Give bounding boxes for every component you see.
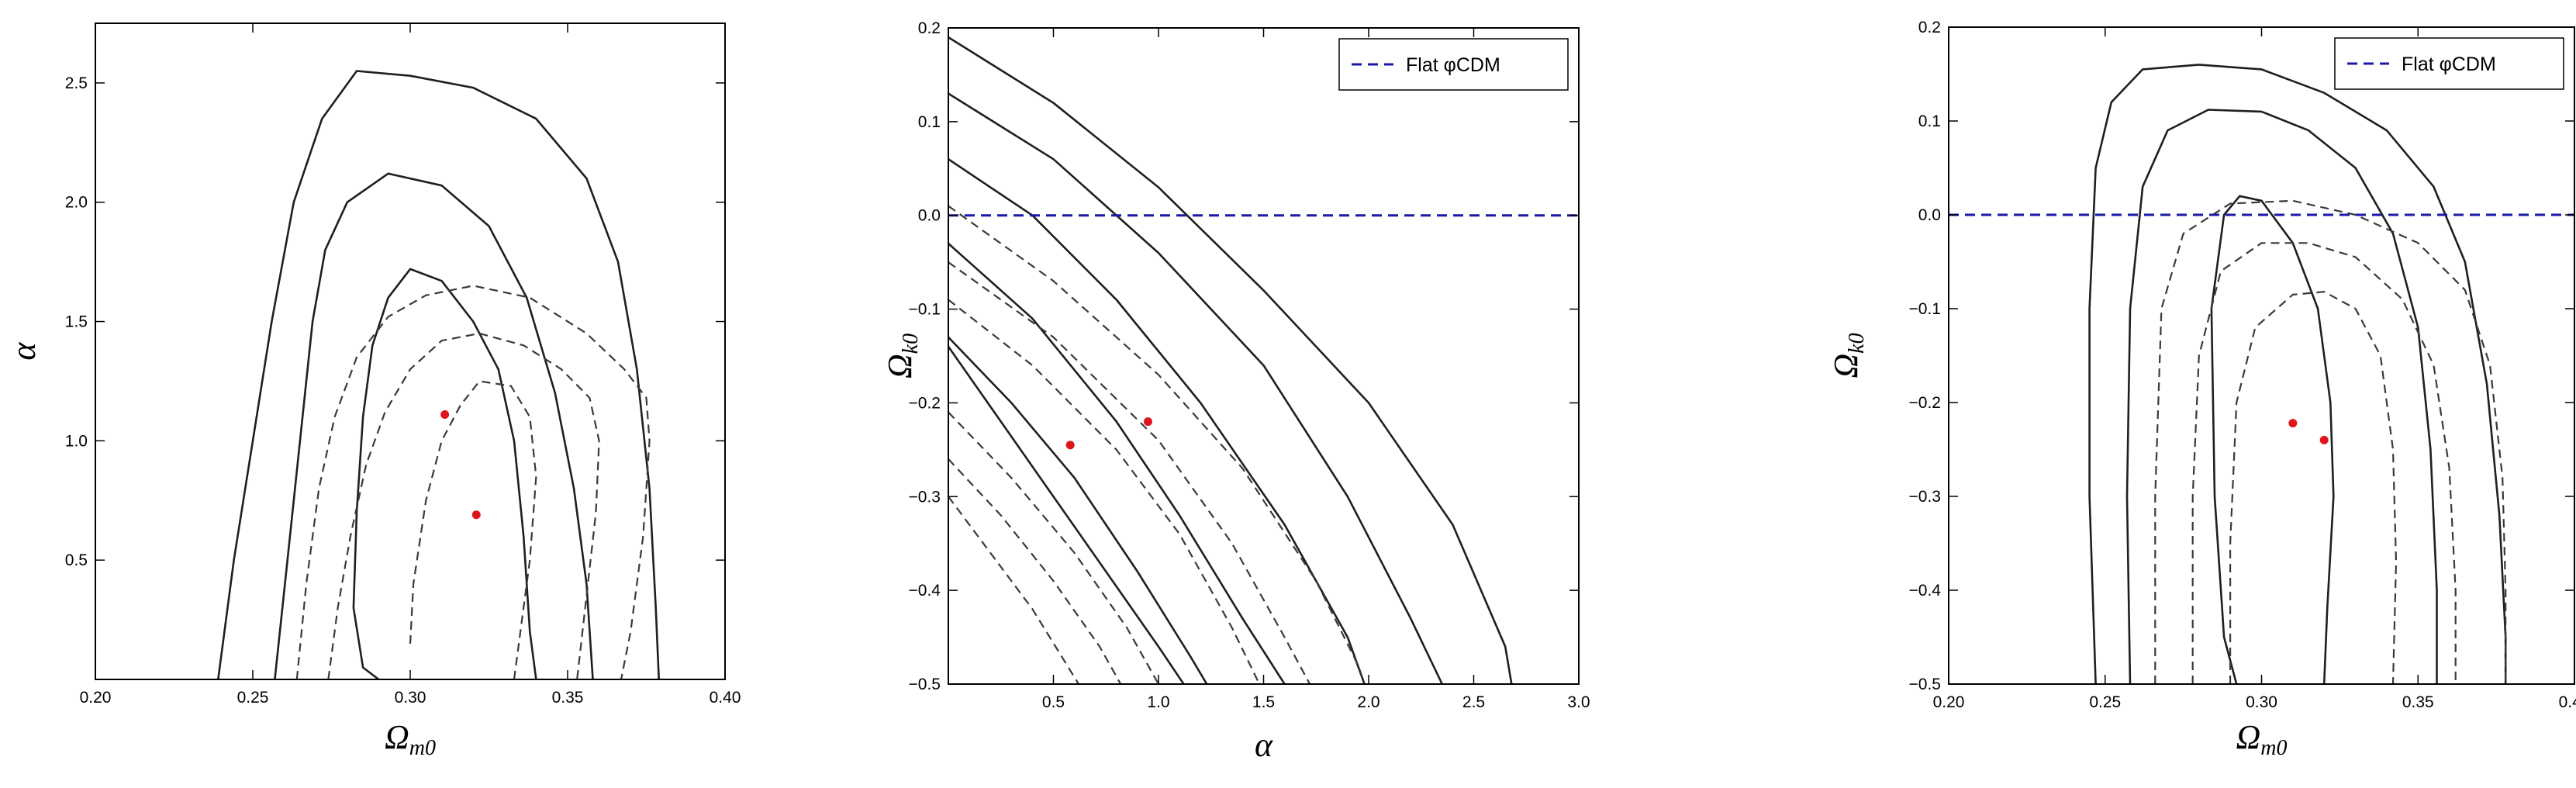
y-tick-label-5: −0.3 bbox=[909, 488, 941, 506]
x-tick-label-1: 0.25 bbox=[237, 689, 269, 707]
solid-contour-0 bbox=[948, 36, 1513, 684]
dashed-contour-6 bbox=[948, 205, 1366, 684]
dashed-contour-8 bbox=[948, 299, 1261, 684]
x-axis-label: Ωm0 bbox=[2236, 718, 2287, 760]
best-fit-point-0 bbox=[1065, 441, 1075, 450]
y-tick-label-5: −0.3 bbox=[1909, 488, 1941, 506]
solid-contour-2 bbox=[352, 268, 537, 679]
x-tick-label-1: 1.0 bbox=[1147, 693, 1169, 711]
x-tick-label-4: 0.40 bbox=[710, 689, 741, 707]
y-tick-label-3: −0.1 bbox=[1909, 300, 1941, 318]
y-tick-label-0: 0.2 bbox=[918, 19, 941, 37]
y-axis-label-symbol: α bbox=[5, 342, 43, 361]
dashed-contour-4 bbox=[2191, 242, 2457, 684]
best-fit-point-1 bbox=[471, 510, 481, 520]
y-tick-label-0: 0.5 bbox=[65, 551, 88, 569]
y-tick-label-2: 1.5 bbox=[65, 313, 88, 331]
x-axis-label: α bbox=[1255, 726, 1273, 764]
plot-frame bbox=[95, 22, 726, 680]
y-tick-label-0: 0.2 bbox=[1918, 19, 1941, 36]
y-tick-label-6: −0.4 bbox=[1909, 582, 1942, 600]
best-fit-point-1 bbox=[1143, 417, 1152, 427]
x-axis-label-subscript: m0 bbox=[2260, 736, 2287, 760]
y-tick-label-6: −0.4 bbox=[909, 582, 941, 600]
y-tick-label-2: 0.0 bbox=[918, 207, 941, 225]
y-tick-label-7: −0.5 bbox=[1909, 676, 1941, 693]
x-tick-label-2: 0.30 bbox=[395, 689, 426, 707]
solid-contour-1 bbox=[2125, 109, 2438, 684]
y-tick-label-4: −0.2 bbox=[909, 394, 941, 412]
y-axis-label-subscript: k0 bbox=[899, 334, 923, 354]
y-tick-label-3: 2.0 bbox=[65, 194, 88, 212]
legend-label: Flat φCDM bbox=[1406, 54, 1500, 76]
solid-contour-1 bbox=[948, 92, 1443, 684]
x-tick-label-4: 0.40 bbox=[2559, 693, 2576, 711]
best-fit-point-0 bbox=[2288, 419, 2298, 428]
contour-group bbox=[1949, 64, 2574, 684]
x-tick-label-0: 0.20 bbox=[80, 689, 112, 707]
dashed-contour-3 bbox=[2154, 199, 2507, 684]
solid-contour-1 bbox=[274, 172, 594, 679]
y-tick-label-7: −0.5 bbox=[909, 676, 941, 693]
solid-contour-3 bbox=[948, 243, 1286, 684]
y-axis-label-symbol: Ω bbox=[881, 354, 919, 378]
solid-contour-2 bbox=[2210, 195, 2335, 684]
x-axis-label-symbol: α bbox=[1255, 726, 1273, 764]
panel-omega-m0-vs-omega-k0: 0.20 0.25 0.30 0.35 0.40 0.2 0.1 0.0 −0.1 −0.2 −0.… bbox=[1827, 19, 2576, 760]
y-axis-label-symbol: Ω bbox=[1827, 354, 1865, 378]
dashed-contour-3 bbox=[295, 285, 651, 679]
x-tick-label-3: 0.35 bbox=[2402, 693, 2434, 711]
legend: Flat φCDM bbox=[2334, 37, 2564, 90]
best-fit-point-1 bbox=[2319, 435, 2329, 444]
dashed-contour-11 bbox=[948, 496, 1079, 684]
dashed-contour-5 bbox=[2229, 291, 2398, 684]
dashed-contour-7 bbox=[948, 261, 1311, 684]
panel-omega-m0-vs-alpha: 0.20 0.25 0.30 0.35 0.40 0.5 1.0 1.5 2.0 2.5 Ωm0 α bbox=[5, 22, 741, 760]
dashed-contour-4 bbox=[327, 332, 600, 679]
contour-group bbox=[948, 36, 1579, 684]
y-tick-label-1: 0.1 bbox=[1918, 112, 1941, 130]
y-tick-label-4: 2.5 bbox=[65, 74, 88, 92]
dashed-contour-9 bbox=[948, 411, 1159, 684]
legend: Flat φCDM bbox=[1338, 38, 1569, 91]
x-tick-label-0: 0.20 bbox=[1933, 693, 1965, 711]
y-tick-label-1: 0.1 bbox=[918, 113, 941, 131]
y-tick-label-1: 1.0 bbox=[65, 432, 88, 450]
x-tick-label-5: 3.0 bbox=[1567, 693, 1590, 711]
x-tick-label-3: 0.35 bbox=[552, 689, 584, 707]
y-tick-label-4: −0.2 bbox=[1909, 394, 1941, 412]
dashed-contour-5 bbox=[409, 380, 537, 679]
x-tick-label-0: 0.5 bbox=[1042, 693, 1065, 711]
solid-contour-0 bbox=[217, 70, 660, 679]
y-axis-label: Ωk0 bbox=[1827, 333, 1869, 378]
x-axis-label-symbol: Ω bbox=[385, 718, 409, 756]
y-tick-label-2: 0.0 bbox=[1918, 206, 1941, 224]
x-tick-label-2: 1.5 bbox=[1252, 693, 1275, 711]
y-axis-label: α bbox=[5, 342, 43, 361]
x-axis-label: Ωm0 bbox=[385, 718, 436, 760]
legend-label: Flat φCDM bbox=[2402, 54, 2496, 75]
contour-group bbox=[217, 70, 660, 679]
dashed-contour-10 bbox=[948, 458, 1122, 684]
y-axis-label-subscript: k0 bbox=[1845, 333, 1869, 353]
panel-alpha-vs-omega-k0: 0.5 1.0 1.5 2.0 2.5 3.0 0.2 0.1 0.0 −0.1 −0.2 −0.3 −… bbox=[881, 19, 1590, 764]
solid-contour-2 bbox=[948, 158, 1366, 684]
solid-contour-5 bbox=[948, 346, 1185, 684]
x-axis-label-symbol: Ω bbox=[2236, 718, 2260, 756]
plot-frame bbox=[1948, 26, 2575, 685]
best-fit-point-0 bbox=[440, 410, 450, 420]
plot-frame bbox=[948, 27, 1580, 685]
x-tick-label-1: 0.25 bbox=[2089, 693, 2121, 711]
y-tick-label-3: −0.1 bbox=[909, 301, 941, 319]
x-tick-label-3: 2.0 bbox=[1357, 693, 1380, 711]
y-axis-label: Ωk0 bbox=[881, 334, 923, 378]
x-tick-label-4: 2.5 bbox=[1462, 693, 1485, 711]
x-tick-label-2: 0.30 bbox=[2246, 693, 2277, 711]
solid-contour-4 bbox=[948, 336, 1208, 684]
x-axis-label-subscript: m0 bbox=[409, 736, 436, 760]
solid-contour-0 bbox=[2088, 64, 2507, 684]
